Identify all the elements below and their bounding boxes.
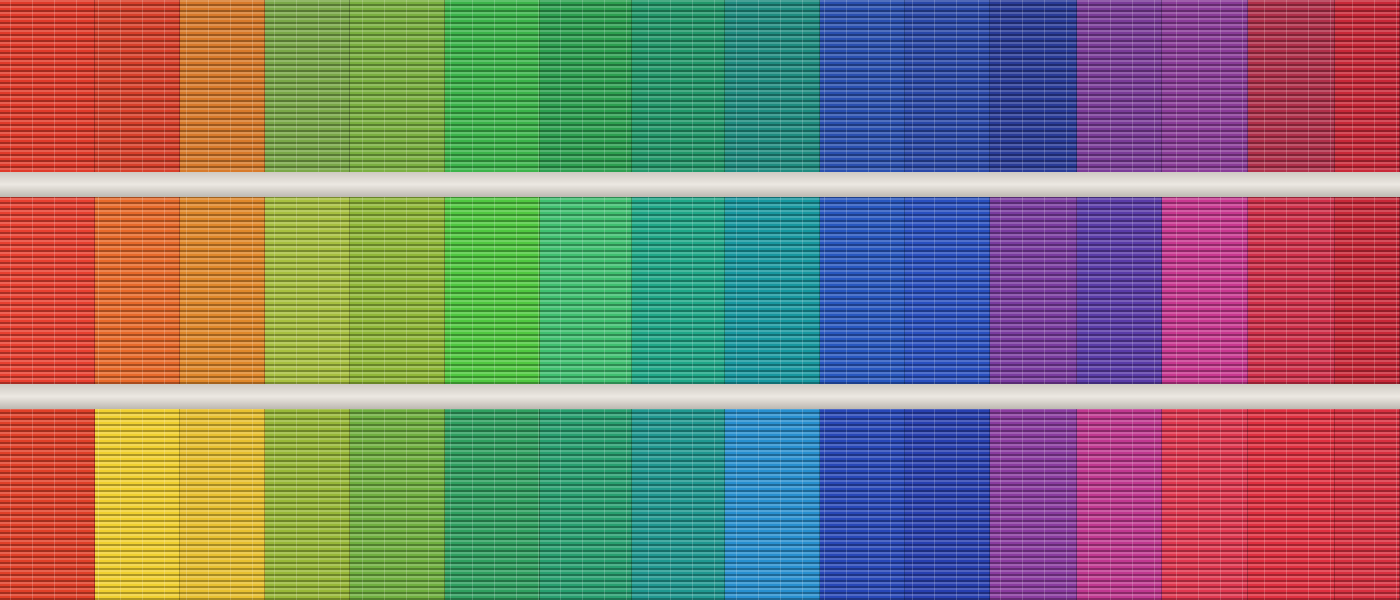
blind-panel: [539, 197, 540, 384]
blind-panel: [1162, 197, 1248, 384]
blind-panel: [820, 197, 905, 384]
blind-panel: [725, 409, 820, 600]
blind-panel: [1334, 197, 1335, 384]
blind-panel: [444, 0, 445, 172]
blind-panel: [0, 409, 95, 600]
blind-panel: [445, 0, 540, 172]
blind-panel: [1077, 197, 1162, 384]
blind-panel: [444, 197, 445, 384]
blind-panel: [445, 197, 540, 384]
blind-panel: [725, 0, 820, 172]
blind-panel: [180, 0, 265, 172]
blind-panel: [724, 409, 725, 600]
blind-panel: [264, 409, 265, 600]
blind-panel: [724, 197, 725, 384]
blind-panel: [350, 197, 445, 384]
blind-panel: [540, 409, 632, 600]
blind-panel: [1334, 0, 1335, 172]
blind-panel: [1335, 197, 1400, 384]
blind-panel: [632, 197, 725, 384]
blind-panel: [990, 409, 1077, 600]
blind-panel: [1247, 197, 1248, 384]
blind-panel: [1161, 197, 1162, 384]
blind-panel: [540, 197, 632, 384]
blind-panel: [904, 409, 905, 600]
blind-panel: [1248, 409, 1335, 600]
blind-panel: [1077, 409, 1162, 600]
blind-panel: [905, 409, 990, 600]
blind-panel: [905, 197, 990, 384]
blind-panel: [350, 409, 445, 600]
blind-panel: [179, 0, 180, 172]
blind-panel: [1077, 0, 1162, 172]
blind-panel: [179, 409, 180, 600]
blind-panel: [349, 0, 350, 172]
blind-panel: [95, 197, 180, 384]
blind-panel: [349, 197, 350, 384]
blind-panel: [724, 0, 725, 172]
blind-panel: [820, 409, 905, 600]
blind-panel: [94, 0, 95, 172]
blind-panel: [180, 197, 265, 384]
blind-panel: [1247, 409, 1248, 600]
blind-panel: [1248, 0, 1335, 172]
blind-panel: [0, 197, 95, 384]
blind-panel: [631, 197, 632, 384]
blind-panel: [445, 409, 540, 600]
blind-panel: [904, 197, 905, 384]
blind-panel: [179, 197, 180, 384]
blind-panel: [632, 0, 725, 172]
blind-panel: [1247, 0, 1248, 172]
blind-panel: [725, 197, 820, 384]
blind-panel: [1161, 0, 1162, 172]
blind-panel: [539, 409, 540, 600]
blind-panel: [989, 409, 990, 600]
blind-panel: [819, 409, 820, 600]
blind-panel: [0, 0, 95, 172]
blind-panel: [819, 197, 820, 384]
blind-panel: [1161, 409, 1162, 600]
blind-panel: [264, 197, 265, 384]
blind-panel: [1162, 0, 1248, 172]
blind-panel: [904, 0, 905, 172]
blind-panel: [1248, 197, 1335, 384]
blind-panel: [94, 409, 95, 600]
blind-panel: [1334, 409, 1335, 600]
blind-panel: [1162, 409, 1248, 600]
blind-panel: [1335, 409, 1400, 600]
blind-panel: [539, 0, 540, 172]
blind-panel: [540, 0, 632, 172]
blind-panel: [1076, 0, 1077, 172]
blind-panel: [265, 0, 350, 172]
blind-panel: [349, 409, 350, 600]
blind-panel: [1335, 0, 1400, 172]
blind-panel: [265, 197, 350, 384]
blind-panel: [1076, 409, 1077, 600]
blind-panel: [265, 409, 350, 600]
floor-beam: [0, 172, 1400, 197]
blind-panel: [444, 409, 445, 600]
blind-panel: [180, 409, 265, 600]
blind-panel: [905, 0, 990, 172]
blind-panel: [989, 0, 990, 172]
blind-panel: [631, 0, 632, 172]
blind-panel: [264, 0, 265, 172]
blind-panel: [1076, 197, 1077, 384]
floor-beam: [0, 384, 1400, 409]
blind-panel: [94, 197, 95, 384]
blind-panel: [95, 0, 180, 172]
blind-panel: [820, 0, 905, 172]
blind-panel: [631, 409, 632, 600]
blind-panel: [990, 197, 1077, 384]
blind-panel: [819, 0, 820, 172]
blind-panel: [95, 409, 180, 600]
blind-panel: [632, 409, 725, 600]
blind-panel: [350, 0, 445, 172]
blind-panel: [989, 197, 990, 384]
blind-panel: [990, 0, 1077, 172]
